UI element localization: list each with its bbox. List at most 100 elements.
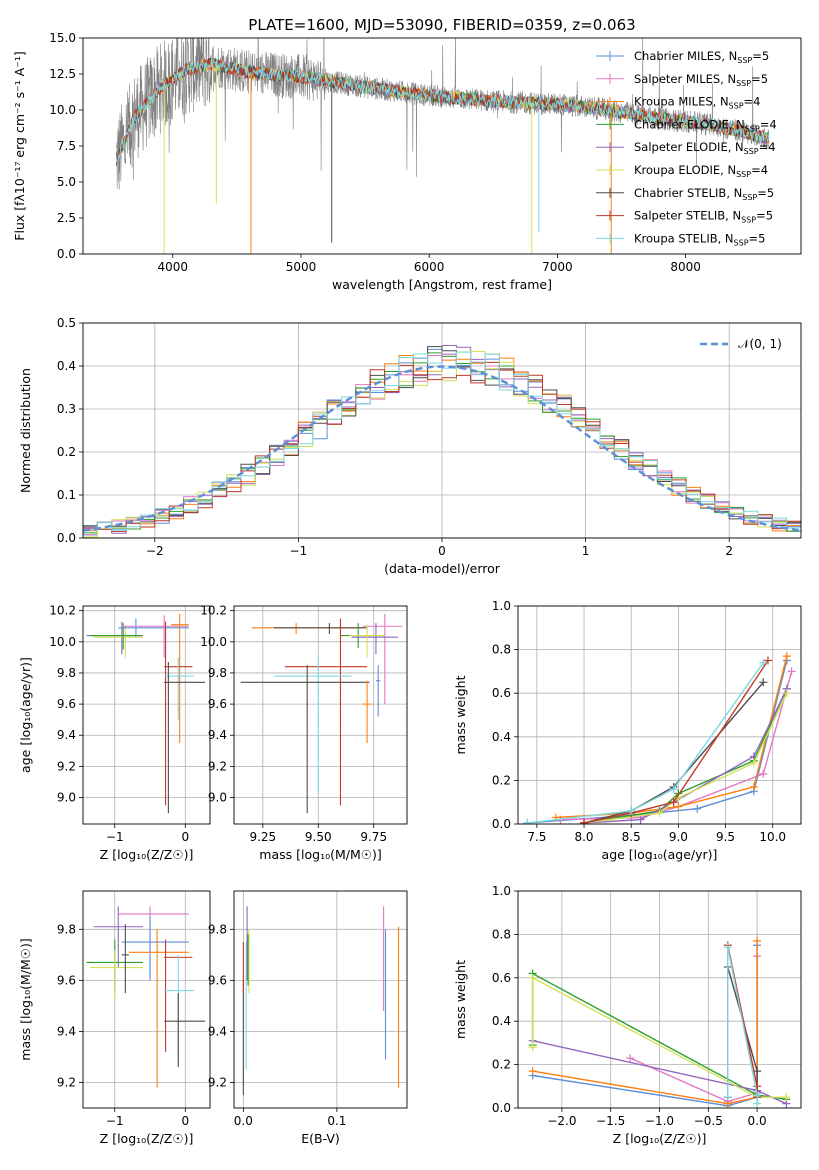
x-tick-label: 8000 (670, 260, 701, 274)
series-point (759, 769, 768, 778)
series-point (528, 1043, 537, 1052)
series-point (723, 1093, 732, 1102)
grid-mass-z (83, 891, 210, 1108)
ticks-age-mass: 9.25 9.50 9.75 9.0 9.2 9.4 9.6 9.8 10.0 10.2 (200, 604, 387, 844)
y-tick-label: 9.8 (208, 666, 227, 680)
panel-residuals: −2 −1 0 1 2 0.0 0.1 0.2 0.3 0.4 0.5 (data-model)/er… (18, 316, 802, 576)
plot-area-mw-z (528, 936, 791, 1108)
y-tick-label: 9.2 (57, 759, 76, 773)
y-tick-label: 10.0 (49, 635, 76, 649)
errorbar-salpeter-miles (362, 613, 403, 705)
series-point (674, 802, 683, 811)
series-point (523, 818, 532, 824)
series-point (636, 815, 645, 824)
series-point (749, 782, 758, 791)
errorbar-kroupa-miles (171, 613, 189, 744)
errorbar-chabrier-stelib (164, 993, 206, 1068)
series-line (532, 945, 758, 1107)
axes-frame (82, 322, 802, 539)
y-tick-label: 9.8 (57, 922, 76, 936)
y-tick-label: 0.4 (57, 359, 76, 373)
x-axis-label: Z [log₁₀(Z/Z☉)] (100, 847, 194, 862)
y-tick-label: 7.5 (57, 139, 76, 153)
y-tick-label: 0.2 (57, 445, 76, 459)
y-tick-label: 0.0 (57, 531, 76, 545)
x-tick-label: −1 (106, 1114, 124, 1128)
errorbar-chabrier-miles (118, 618, 189, 638)
y-tick-label: 9.4 (208, 1024, 227, 1038)
x-tick-label: 9.5 (716, 830, 735, 844)
x-tick-label: 8.0 (574, 830, 593, 844)
x-tick-label: −2.0 (547, 1114, 576, 1128)
y-tick-label: 2.5 (57, 211, 76, 225)
x-tick-label: −1 (106, 830, 124, 844)
series-point (749, 758, 758, 767)
x-axis-label: E(B-V) (301, 1131, 340, 1146)
series-kroupa-stelib (523, 658, 768, 824)
errorbar-salpeter-miles (121, 615, 189, 658)
series-line (531, 976, 787, 1098)
y-tick-label: 0.0 (492, 817, 511, 831)
plot-area-mass-ebv (242, 906, 400, 1096)
series-point (528, 973, 537, 982)
y-tick-label: 10.0 (49, 103, 76, 117)
legend-label: Salpeter MILES, NSSP=5 (634, 72, 768, 88)
errorbar-salpeter-elodie (351, 623, 399, 655)
ticks-mw-z: −2.0 −1.5 −1.0 −0.5 0.0 0.0 0.2 0.4 0.6 0.8 1.0 (492, 884, 767, 1128)
x-tick-label: −1 (290, 544, 308, 558)
x-tick-label: 0 (181, 830, 189, 844)
series-point (669, 798, 678, 807)
y-tick-label: 1.0 (492, 599, 511, 613)
y-tick-label: 0.0 (57, 247, 76, 261)
series-kroupa-elodie (580, 689, 791, 824)
legend-label: Chabrier MILES, NSSP=5 (634, 49, 769, 65)
x-tick-label: 8.5 (622, 830, 641, 844)
y-tick-label: 0.3 (57, 402, 76, 416)
legend-label: Kroupa STELIB, NSSP=5 (634, 231, 765, 247)
y-tick-label: 12.5 (49, 67, 76, 81)
y-tick-label: 0.6 (492, 686, 511, 700)
y-axis-label: age [log₁₀(age/yr)] (18, 657, 33, 773)
series-point (753, 1082, 762, 1091)
grid-age-mass (234, 606, 407, 824)
panel-mass-ebv: 0.0 0.1 9.2 9.4 9.6 9.8 E(B-V) (208, 890, 408, 1146)
histogram-salpeter-elodie (83, 345, 801, 536)
plot-area-mw-age (523, 652, 796, 824)
histogram-salpeter-stelib (83, 361, 801, 532)
y-tick-label: 9.4 (57, 1024, 76, 1038)
y-tick-label: 9.4 (57, 728, 76, 742)
y-tick-label: 9.4 (208, 728, 227, 742)
series-line (727, 966, 758, 1098)
panel-mw-z: −2.0 −1.5 −1.0 −0.5 0.0 0.0 0.2 0.4 0.6 0.8 1.0 Z [… (453, 884, 802, 1146)
series-line (583, 660, 769, 824)
x-axis-label: Z [log₁₀(Z/Z☉)] (100, 1131, 194, 1146)
series-point (782, 652, 791, 661)
series-salpeter-elodie (580, 684, 791, 824)
errorbar-kroupa-miles (251, 623, 363, 635)
axes-frame (82, 605, 211, 825)
errorbar-chabrier-miles (121, 916, 189, 981)
axes-frame (233, 890, 408, 1109)
x-tick-label: −1.0 (645, 1114, 674, 1128)
y-axis-label: Normed distribution (18, 368, 33, 493)
y-tick-label: 0.2 (492, 773, 511, 787)
x-tick-label: 5000 (286, 260, 317, 274)
histogram-chabrier-stelib (83, 346, 801, 527)
y-tick-label: 15.0 (49, 31, 76, 45)
y-tick-label: 9.0 (208, 791, 227, 805)
x-tick-label: 1 (582, 544, 590, 558)
y-axis-label: mass [log₁₀(M/M☉)] (18, 938, 33, 1060)
x-tick-label: 2 (725, 544, 733, 558)
axes-frame (233, 605, 408, 825)
ticks-residuals: −2 −1 0 1 2 0.0 0.1 0.2 0.3 0.4 0.5 (57, 316, 733, 558)
errorbar-kroupa-stelib (164, 954, 194, 1063)
panel-mw-age: 7.5 8.0 8.5 9.0 9.5 10.0 0.0 0.2 0.4 0.6 0.8 1.0 age… (453, 599, 802, 862)
series-kroupa-stelib (723, 943, 762, 1108)
plot-area-age-z (86, 613, 206, 814)
legend-label: Kroupa MILES, NSSP=4 (634, 95, 760, 111)
errorbar-chabrier-stelib (164, 662, 206, 814)
y-tick-label: 0.0 (492, 1101, 511, 1115)
errorbar-chabrier-stelib (121, 924, 129, 994)
plot-area-spectrum (115, 38, 770, 254)
